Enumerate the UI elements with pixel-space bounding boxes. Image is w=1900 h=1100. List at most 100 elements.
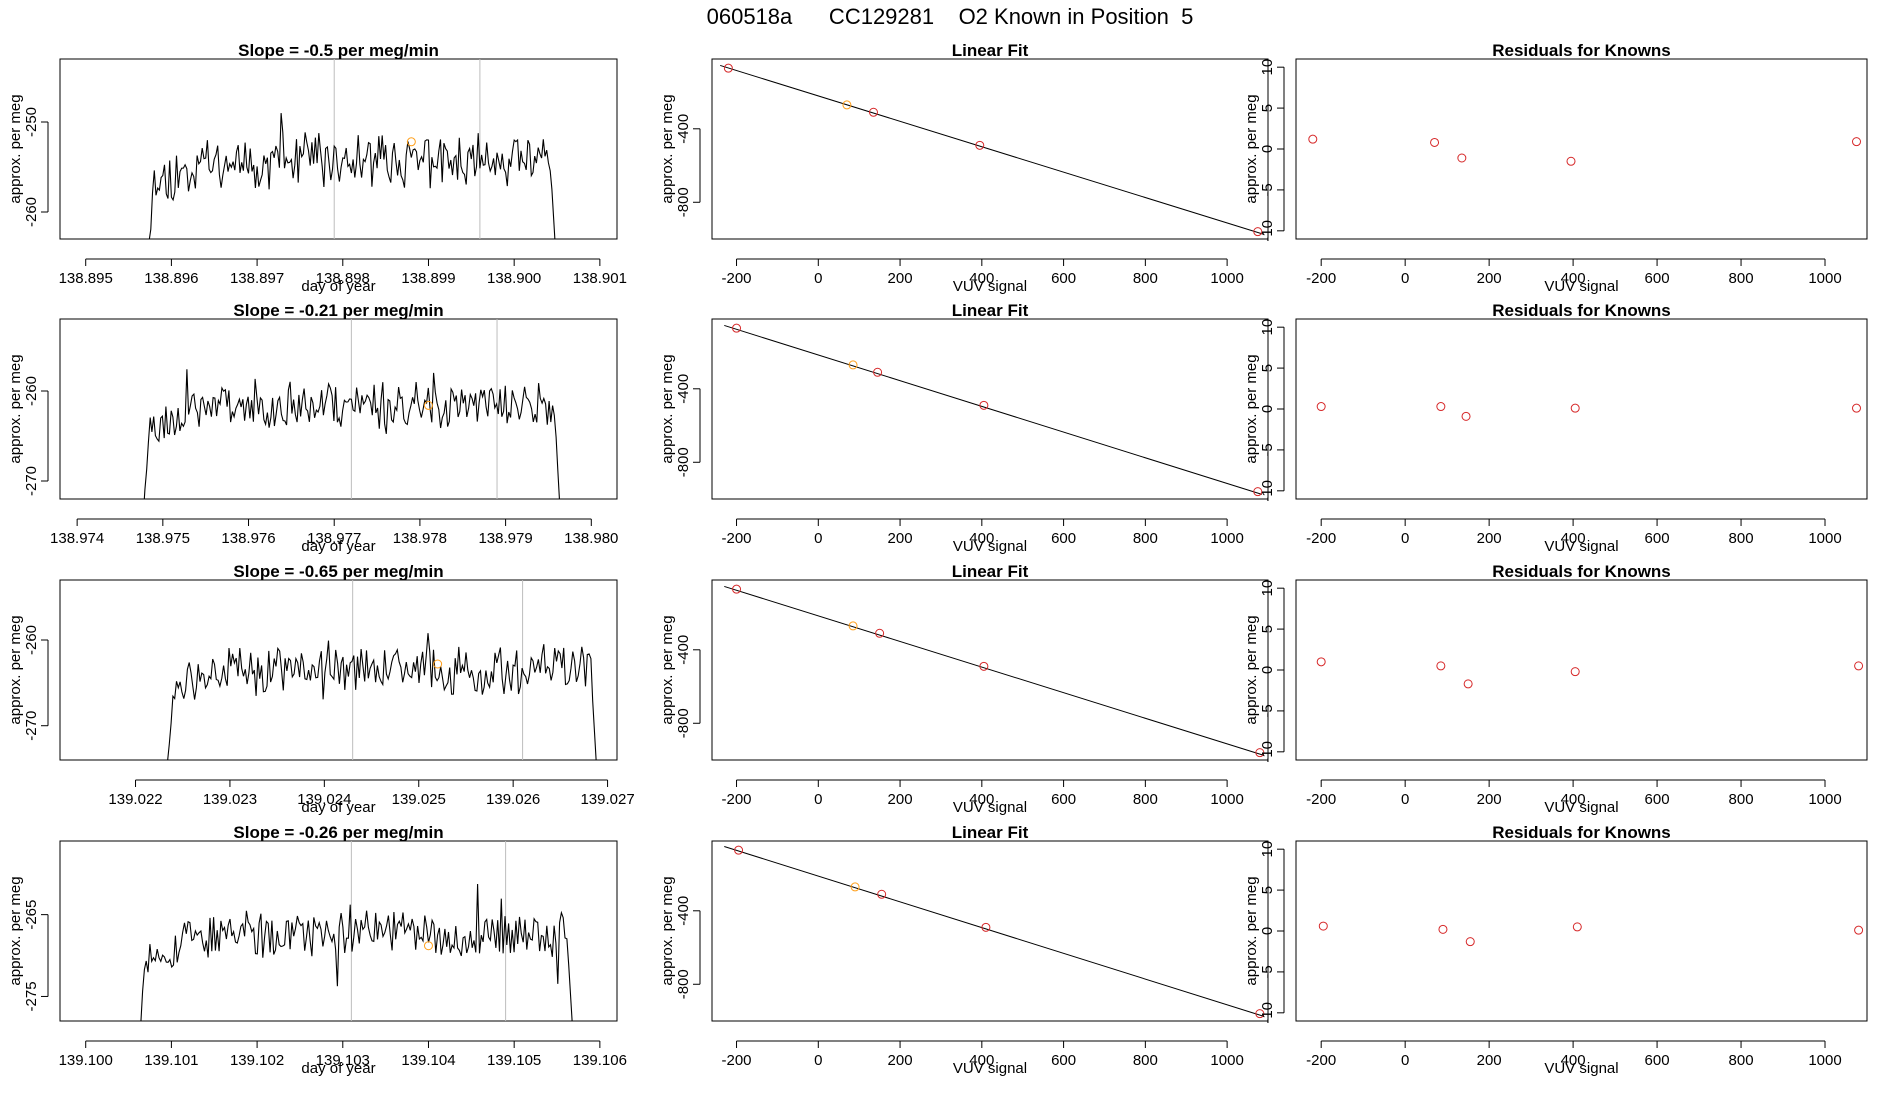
data-point [868,107,878,117]
x-tick-label: 0 [1401,791,1409,808]
plot-area [1316,657,1864,689]
x-tick-label: 138.901 [573,270,627,287]
y-tick-label: 0 [1259,666,1276,674]
x-tick-label: 600 [1051,270,1076,287]
data-point [842,100,852,110]
x-tick-label: 138.897 [230,270,284,287]
series-line [167,633,597,760]
x-tick-label: -200 [722,270,752,287]
x-tick-label: 138.898 [316,270,370,287]
x-tick-label: 800 [1729,530,1754,547]
chart-panel-4-2: Linear Fit VUV signal approx. per meg -200 0… [659,823,1269,1077]
chart-title: Residuals for Knowns [1492,823,1671,842]
data-point [1308,134,1318,144]
x-tick-label: 1000 [1210,791,1243,808]
plot-area [724,323,1263,497]
y-tick-label: -270 [23,466,40,496]
x-tick-label: 138.980 [564,530,618,547]
data-point [1852,403,1862,413]
data-point [1852,137,1862,147]
marker-point [423,400,433,410]
data-point [848,621,858,631]
x-axis-label: VUV signal [953,1060,1027,1077]
y-axis-label: approx. per meg [7,354,24,463]
data-point [1430,137,1440,147]
x-tick-label: 139.025 [392,791,446,808]
plot-area [1318,921,1864,947]
x-tick-label: 800 [1133,530,1158,547]
data-point [1436,661,1446,671]
x-tick-label: 0 [814,530,822,547]
x-tick-label: -200 [1306,270,1336,287]
plot-area [143,319,560,499]
y-tick-label: -400 [675,374,692,404]
y-tick-label: -800 [675,187,692,217]
data-point [732,584,742,594]
data-point [1436,402,1446,412]
x-tick-label: 400 [969,530,994,547]
x-tick-label: 400 [1561,1052,1586,1069]
x-axis-label: day of year [301,278,375,295]
x-tick-label: 1000 [1808,530,1841,547]
x-axis-label: VUV signal [1544,799,1618,816]
x-tick-label: 139.022 [108,791,162,808]
x-tick-label: 0 [1401,530,1409,547]
x-tick-label: 138.899 [401,270,455,287]
data-point [1572,922,1582,932]
data-point [877,889,887,899]
x-tick-label: 200 [888,530,913,547]
data-point [1253,227,1263,237]
plot-area [724,845,1265,1019]
y-tick-label: 5 [1259,625,1276,633]
chart-panel-3-1: Slope = -0.65 per meg/min day of year appr… [7,562,635,816]
series-line [143,369,560,499]
x-tick-label: 139.027 [580,791,634,808]
x-tick-label: 139.026 [486,791,540,808]
x-tick-label: 0 [814,1052,822,1069]
data-point [1255,1009,1265,1019]
x-tick-label: 400 [1561,791,1586,808]
plot-frame [1295,579,1868,761]
plot-frame [59,579,618,761]
x-tick-label: 600 [1645,270,1670,287]
x-tick-label: 800 [1133,1052,1158,1069]
y-tick-label: -265 [23,900,40,930]
chart-panel-1-1: Slope = -0.5 per meg/min day of year appro… [7,41,627,295]
plot-frame [1295,840,1868,1022]
x-tick-label: -200 [1306,1052,1336,1069]
x-tick-label: 200 [888,791,913,808]
y-axis-label: approx. per meg [7,615,24,724]
y-tick-label: 10 [1259,580,1276,597]
y-tick-label: -260 [23,376,40,406]
x-tick-label: 139.101 [144,1052,198,1069]
chart-panel-2-2: Linear Fit VUV signal approx. per meg -200 0… [659,301,1269,555]
data-point [1316,402,1326,412]
x-tick-label: 139.100 [59,1052,113,1069]
y-tick-label: -275 [23,981,40,1011]
data-point [1316,657,1326,667]
marker-point [423,941,433,951]
fit-line [720,64,1265,235]
plot-area [724,584,1265,758]
plot-frame [59,840,618,1022]
x-axis-label: VUV signal [953,538,1027,555]
y-tick-label: -400 [675,114,692,144]
x-tick-label: 139.106 [573,1052,627,1069]
x-tick-label: 0 [1401,270,1409,287]
data-point [1457,153,1467,163]
x-tick-label: 1000 [1210,270,1243,287]
y-tick-label: -260 [23,197,40,227]
x-tick-label: 800 [1729,270,1754,287]
plot-area [1308,134,1862,166]
data-point [1461,411,1471,421]
data-point [1570,403,1580,413]
data-point [1438,924,1448,934]
y-tick-label: -10 [1259,220,1276,242]
marker-point [406,137,416,147]
data-point [1318,921,1328,931]
y-tick-label: -260 [23,625,40,655]
y-axis-label: approx. per meg [7,876,24,985]
y-tick-label: -400 [675,635,692,665]
y-tick-label: -800 [675,447,692,477]
x-tick-label: 139.102 [230,1052,284,1069]
